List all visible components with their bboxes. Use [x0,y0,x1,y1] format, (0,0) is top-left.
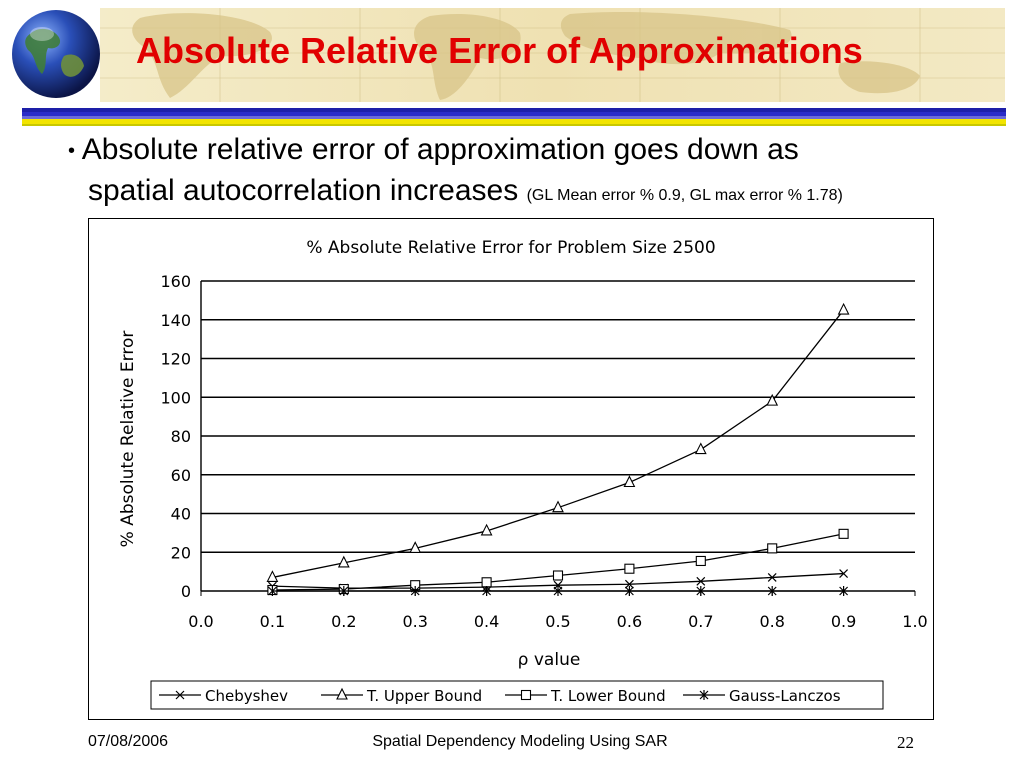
slide-title: Absolute Relative Error of Approximation… [136,30,863,71]
square-marker [552,570,564,581]
y-tick-label: 160 [160,272,191,291]
title-underline-rule [22,108,1006,126]
series-line [272,309,845,579]
series-line [272,533,844,591]
triangle-marker [552,500,564,513]
triangle-marker [766,393,779,406]
square-marker [838,528,849,539]
triangle-marker [694,442,707,455]
square-marker [624,563,635,574]
y-tick-label: 40 [171,505,191,524]
y-tick-label: 100 [160,388,191,407]
square-marker [520,689,532,701]
x-marker [175,690,185,700]
page-number: 22 [897,733,914,752]
x-marker [696,576,706,586]
bullet-line-1: • Absolute relative error of approximati… [68,130,998,171]
star-marker [624,586,634,596]
chart-title: % Absolute Relative Error for Problem Si… [306,238,715,258]
triangle-marker [266,570,279,582]
star-marker [839,586,849,596]
triangle-marker [480,523,493,536]
footer-title: Spatial Dependency Modeling Using SAR [372,733,668,750]
world-map-background [100,8,1005,102]
x-tick-label: 0.6 [617,612,642,631]
series [266,302,850,596]
star-marker [553,586,563,596]
y-tick-label: 60 [171,466,191,485]
legend-item: Gauss-Lanczos [683,687,841,705]
y-tick-label: 0 [181,582,191,601]
y-tick-label: 80 [171,427,191,446]
bullet-text-line-2: spatial autocorrelation increases [88,174,519,208]
x-marker [767,573,777,582]
legend-label: Gauss-Lanczos [729,687,841,705]
triangle-marker [623,475,636,488]
legend-item: T. Lower Bound [505,687,666,705]
x-tick-label: 0.8 [759,612,784,631]
x-marker [839,569,849,578]
triangle-marker [336,687,348,700]
square-marker [481,577,492,588]
chart-frame: % Absolute Relative Error for Problem Si… [88,218,934,720]
series-gauss-lanczos [267,586,849,596]
triangle-marker [337,555,350,568]
star-marker [339,586,349,596]
bullet-marker: • [68,140,76,163]
square-marker [695,555,706,567]
legend-item: T. Upper Bound [321,687,482,705]
y-tick-label: 120 [160,350,191,369]
triangle-marker [409,541,422,553]
bullet-text-line-1: Absolute relative error of approximation… [81,133,799,166]
x-tick-label: 0.9 [831,612,856,631]
x-marker [624,579,634,589]
star-marker [767,586,777,596]
y-tick-label: 20 [171,543,191,562]
y-tick-label: 140 [160,311,191,330]
bullet-line-2: spatial autocorrelation increases (GL Me… [68,171,998,216]
bullet-point: • Absolute relative error of approximati… [68,130,998,216]
globe-icon [12,10,100,98]
square-marker [767,543,778,554]
legend-item: Chebyshev [159,687,288,705]
bullet-note: (GL Mean error % 0.9, GL max error % 1.7… [526,187,843,205]
gridlines [201,280,915,553]
star-marker [482,586,492,596]
x-tick-label: 1.0 [902,612,927,631]
slide-footer: 07/08/2006 Spatial Dependency Modeling U… [0,733,1024,763]
star-marker [699,690,709,700]
x-tick-label: 0.4 [474,612,499,631]
axes [200,281,916,596]
x-tick-label: 0.0 [188,612,213,631]
tick-labels: 0 20 40 60 80 100 120 140 160 0.0 0.1 0.2 0.3 0.4 0.5 0… [160,272,927,631]
star-marker [267,586,277,596]
world-map-graphic [100,8,1005,102]
legend-label: T. Lower Bound [550,687,666,705]
x-tick-label: 0.3 [402,612,427,631]
x-tick-label: 0.1 [260,612,285,631]
legend-label: T. Upper Bound [366,687,482,705]
legend-label: Chebyshev [205,687,288,705]
star-marker [410,586,420,596]
y-axis-label: % Absolute Relative Error [118,331,138,548]
x-tick-label: 0.2 [331,612,356,631]
slide-banner: Absolute Relative Error of Approximation… [0,0,1024,104]
footer-date: 07/08/2006 [88,733,169,750]
x-tick-label: 0.5 [545,612,570,631]
x-axis-label: ρ value [518,650,581,670]
triangle-marker [837,302,850,315]
legend: Chebyshev T. Upper Bound T. Lower Bound Gau… [150,680,884,710]
series-t-upper-bound [266,302,850,582]
line-chart: % Absolute Relative Error for Problem Si… [118,238,928,710]
star-marker [696,586,706,596]
x-tick-label: 0.7 [688,612,713,631]
